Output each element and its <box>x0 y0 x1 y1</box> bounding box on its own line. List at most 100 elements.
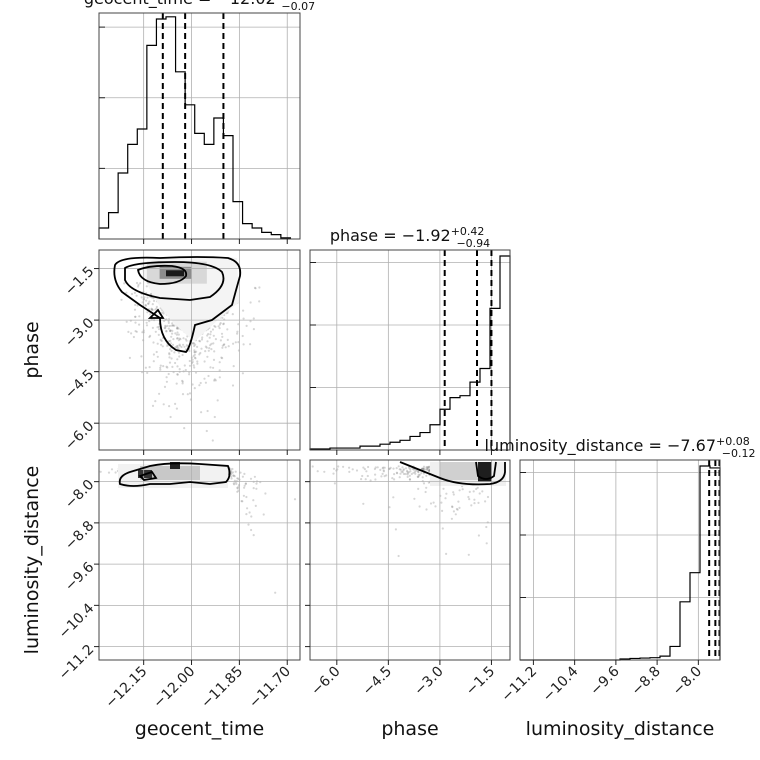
scatter-point <box>211 439 214 442</box>
scatter-point <box>481 490 484 493</box>
scatter-point <box>243 472 246 475</box>
scatter-point <box>151 308 154 311</box>
scatter-point <box>192 364 195 367</box>
contour-inner <box>475 461 497 480</box>
scatter-point <box>171 329 174 332</box>
scatter-point <box>232 365 235 368</box>
scatter-point <box>145 324 149 327</box>
scatter-point <box>156 326 159 329</box>
scatter-point <box>159 366 162 369</box>
x-axis-label-phase: phase <box>381 718 438 740</box>
scatter-point <box>452 510 455 513</box>
scatter-point <box>158 392 161 395</box>
scatter-point <box>169 339 172 342</box>
scatter-point <box>425 486 428 489</box>
y-tick-label: −11.2 <box>56 642 98 684</box>
scatter-point <box>253 286 257 289</box>
scatter-point <box>213 324 216 328</box>
scatter-point <box>245 513 248 516</box>
scatter-point <box>99 470 102 473</box>
scatter-point <box>428 469 431 472</box>
y-tick-label: −10.4 <box>56 600 98 642</box>
scatter-point <box>167 340 171 343</box>
scatter-point <box>250 515 253 518</box>
scatter-point <box>138 323 141 326</box>
scatter-point <box>366 474 369 478</box>
scatter-point <box>159 368 162 371</box>
x-tick-label: −11.2 <box>499 664 541 706</box>
scatter-point <box>120 298 123 301</box>
scatter-point <box>149 334 152 337</box>
scatter-point <box>223 343 226 346</box>
scatter-point <box>348 466 351 469</box>
y-tick-label: −9.6 <box>62 559 97 594</box>
scatter-point <box>408 478 412 481</box>
scatter-point <box>178 344 182 347</box>
scatter-point <box>200 411 203 414</box>
scatter-point <box>199 381 202 385</box>
scatter-point <box>455 507 458 511</box>
scatter-point <box>243 486 246 489</box>
scatter-point <box>138 315 141 318</box>
scatter-point <box>485 525 488 529</box>
contour-outer <box>399 461 506 486</box>
scatter-point <box>155 307 158 310</box>
scatter-point <box>155 350 158 354</box>
scatter-point <box>152 341 155 344</box>
scatter-point <box>393 473 396 476</box>
scatter-point <box>164 327 167 330</box>
scatter-point <box>176 326 179 329</box>
scatter-point <box>212 342 215 345</box>
scatter-point <box>204 350 207 353</box>
scatter-point <box>139 282 142 285</box>
scatter-point <box>258 300 261 303</box>
scatter-point <box>221 335 224 338</box>
scatter-point <box>168 405 171 408</box>
scatter-point <box>444 497 447 500</box>
scatter-point <box>168 352 171 355</box>
scatter-point <box>230 469 233 472</box>
scatter-point <box>361 474 364 478</box>
scatter-point <box>154 308 157 311</box>
scatter-point <box>220 356 223 359</box>
scatter-point <box>367 465 370 469</box>
scatter-point <box>445 492 448 495</box>
y-tick-label: −3.0 <box>62 315 97 350</box>
scatter-point <box>194 357 197 360</box>
scatter-point <box>391 477 394 480</box>
scatter-point <box>241 372 244 375</box>
scatter-point <box>163 385 167 388</box>
scatter-point <box>427 469 430 472</box>
scatter-point <box>171 343 175 346</box>
scatter-point <box>388 467 391 470</box>
scatter-point <box>410 472 413 476</box>
scatter-point <box>175 382 178 385</box>
density-cell <box>166 270 184 277</box>
scatter-point <box>415 469 418 472</box>
scatter-point <box>351 468 354 471</box>
scatter-point <box>222 323 225 326</box>
scatter-point <box>247 523 250 526</box>
x-tick-label: −3.0 <box>411 664 446 699</box>
y-axis-label-luminosity_distance: luminosity_distance <box>21 466 43 655</box>
scatter-point <box>219 322 222 325</box>
scatter-point <box>230 470 233 474</box>
scatter-point <box>135 294 138 297</box>
y-tick-label: −8.8 <box>62 518 97 553</box>
scatter-point <box>177 347 180 350</box>
scatter-point <box>241 475 244 478</box>
scatter-point <box>485 542 488 545</box>
scatter-point <box>274 591 277 594</box>
scatter-point <box>201 336 204 339</box>
scatter-point <box>156 355 159 358</box>
scatter-point <box>184 348 187 351</box>
y-tick-label: −4.5 <box>62 367 97 402</box>
scatter-point <box>176 373 179 376</box>
scatter-point <box>148 300 151 303</box>
scatter-point <box>236 486 239 489</box>
scatter-point <box>413 497 416 500</box>
scatter-point <box>206 409 209 413</box>
scatter-point <box>365 470 368 473</box>
scatter-point <box>382 469 385 472</box>
scatter-point <box>376 466 379 469</box>
